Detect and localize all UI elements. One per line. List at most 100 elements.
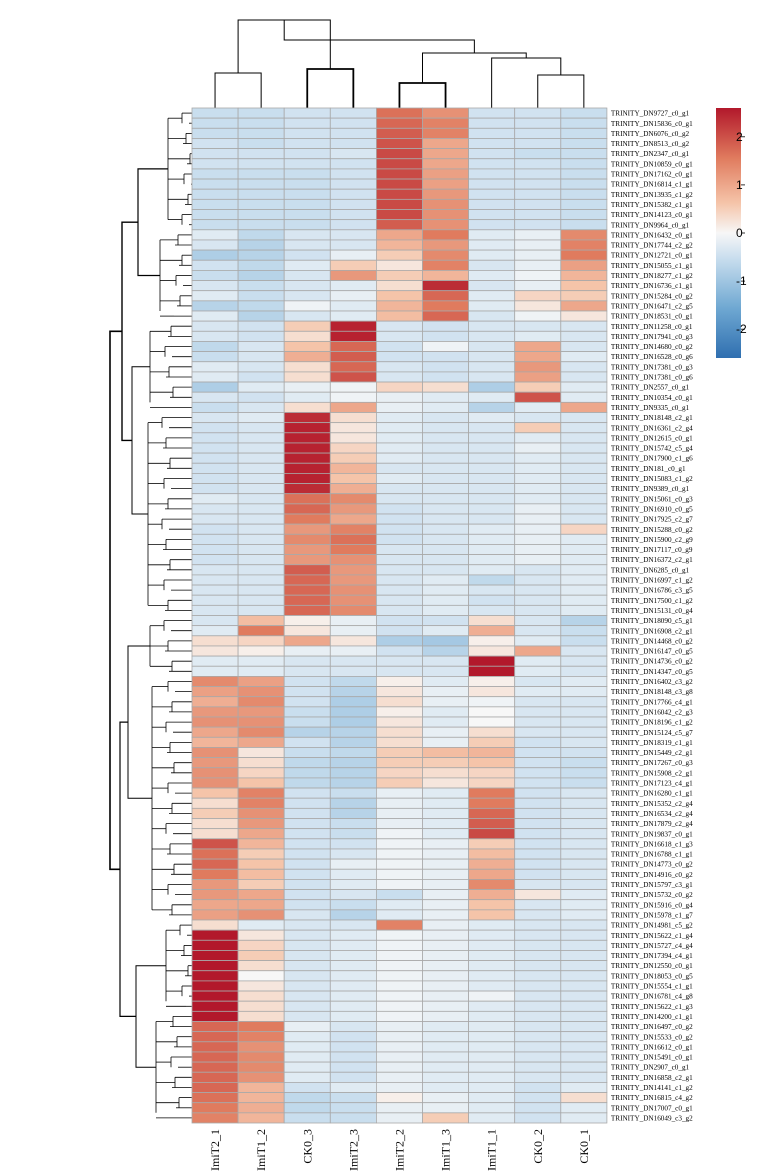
heatmap-cell (237, 554, 285, 566)
heatmap-cell (237, 249, 285, 261)
heatmap-cell (191, 523, 239, 535)
heatmap-cell (375, 1000, 423, 1012)
row-label: TRINITY_DN10859_c0_g1 (611, 160, 693, 168)
heatmap-cell (375, 422, 423, 434)
heatmap-cell (329, 635, 377, 647)
legend-tick-label: -1 (736, 274, 747, 288)
row-label: TRINITY_DN17381_c0_g6 (611, 374, 693, 382)
heatmap-cell (514, 807, 562, 819)
heatmap-cell (283, 1112, 331, 1124)
heatmap-cell (422, 280, 469, 292)
heatmap-cell (375, 493, 423, 505)
heatmap-cell (329, 503, 377, 515)
row-label: TRINITY_DN15797_c3_g1 (611, 881, 693, 889)
heatmap-cell (283, 584, 331, 596)
heatmap-cell (560, 188, 608, 200)
color-legend: 2 1 0 -1 -2 (716, 108, 747, 358)
row-label: TRINITY_DN15382_c1_g1 (611, 201, 693, 209)
heatmap-cell (560, 361, 608, 373)
row-label: TRINITY_DN15742_c5_g4 (611, 445, 693, 453)
heatmap-cell (329, 158, 377, 170)
heatmap-cell (191, 178, 239, 190)
heatmap-cell (283, 533, 331, 545)
heatmap-cell (283, 757, 331, 769)
heatmap-cell (191, 462, 239, 474)
heatmap-cell (191, 168, 239, 180)
heatmap-cell (422, 929, 469, 941)
heatmap-cell (560, 787, 608, 799)
heatmap-cell (191, 341, 239, 353)
heatmap-cell (560, 412, 608, 424)
row-label: TRINITY_DN9964_c0_g1 (611, 221, 690, 229)
heatmap-cell (237, 503, 285, 515)
heatmap-cell (422, 351, 469, 363)
heatmap-cell (422, 503, 469, 515)
heatmap-cell (560, 320, 608, 332)
heatmap-cell (375, 1021, 423, 1033)
heatmap-cell (560, 229, 608, 241)
heatmap-cell (329, 818, 377, 830)
heatmap-cell (422, 909, 469, 921)
heatmap-cell (283, 503, 331, 515)
heatmap-cell (283, 483, 331, 495)
heatmap-cell (375, 747, 423, 759)
heatmap-cell (283, 625, 331, 637)
heatmap-cell (560, 899, 608, 911)
row-label: TRINITY_DN15836_c0_g1 (611, 120, 693, 128)
heatmap-cell (283, 736, 331, 748)
heatmap-cell (468, 858, 516, 870)
heatmap-cell (514, 939, 562, 951)
heatmap-cell (468, 107, 516, 119)
heatmap-cell (375, 848, 423, 860)
heatmap-cell (560, 330, 608, 342)
heatmap-cell (560, 209, 608, 221)
row-label: TRINITY_DN17744_c2_g2 (611, 242, 693, 250)
column-label: ImiT2_2 (392, 1129, 406, 1171)
heatmap-cell (514, 259, 562, 271)
heatmap-cell (191, 483, 239, 495)
heatmap-cell (329, 533, 377, 545)
heatmap-cell (329, 523, 377, 535)
heatmap-cell (560, 259, 608, 271)
heatmap-cell (283, 148, 331, 160)
heatmap-cell (422, 381, 469, 393)
heatmap-cell (191, 432, 239, 444)
heatmap-cell (422, 899, 469, 911)
heatmap-cell (514, 950, 562, 962)
heatmap-cell (329, 625, 377, 637)
heatmap-cell (237, 868, 285, 880)
heatmap-cell (329, 716, 377, 728)
heatmap-cell (514, 117, 562, 129)
row-label: TRINITY_DN6285_c0_g1 (611, 566, 690, 574)
heatmap-cell (191, 706, 239, 718)
heatmap-cell (560, 960, 608, 972)
heatmap-cell (237, 138, 285, 149)
heatmap-cell (468, 594, 516, 606)
heatmap-cell (329, 219, 377, 231)
heatmap-cell (468, 1102, 516, 1114)
heatmap-cell (560, 655, 608, 667)
heatmap-cell (375, 574, 423, 586)
legend-tick-label: 0 (736, 226, 743, 240)
heatmap-cell (283, 320, 331, 332)
heatmap-cell (514, 493, 562, 505)
heatmap-cell (329, 290, 377, 302)
heatmap-cell (191, 828, 239, 840)
heatmap-cell (237, 564, 285, 576)
row-label: TRINITY_DN18148_c2_g1 (611, 414, 693, 422)
heatmap-cell (560, 401, 608, 413)
heatmap-cell (283, 472, 331, 484)
heatmap-cell (468, 960, 516, 972)
heatmap-cell (375, 371, 423, 383)
heatmap-cell (237, 513, 285, 525)
heatmap-cell (375, 889, 423, 901)
heatmap-cell (422, 361, 469, 373)
heatmap-cell (329, 371, 377, 383)
heatmap-cell (237, 401, 285, 413)
heatmap-cell (422, 229, 469, 241)
heatmap-cell (191, 716, 239, 728)
heatmap-cell (375, 178, 423, 190)
heatmap-cell (237, 665, 285, 677)
heatmap-cell (237, 797, 285, 809)
heatmap-cell (560, 310, 608, 322)
